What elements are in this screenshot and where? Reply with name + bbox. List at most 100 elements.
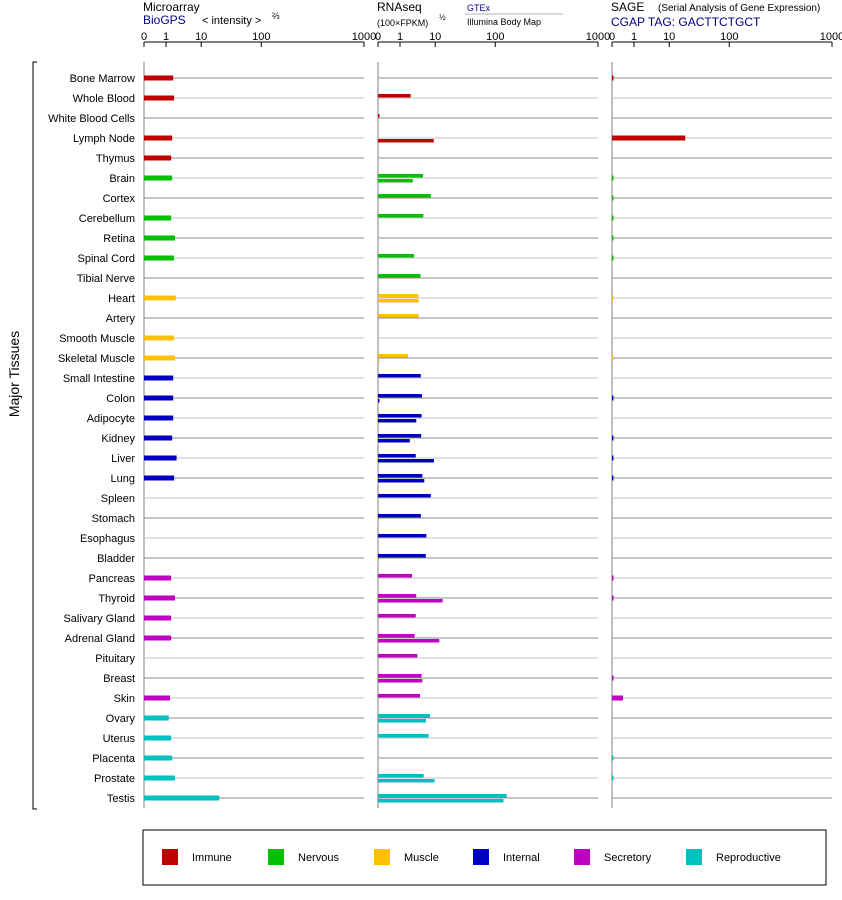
axis-tick-label: 100 <box>486 31 504 43</box>
bar <box>144 715 169 721</box>
bar <box>612 295 614 301</box>
tissue-label: Brain <box>109 173 135 185</box>
bar <box>612 595 614 601</box>
axis-tick-label: 1 <box>631 31 637 43</box>
tissue-label: Lymph Node <box>73 133 135 145</box>
bar <box>612 755 614 761</box>
microarray-unit: < intensity > <box>202 15 261 27</box>
axis-tick-label: 10 <box>663 31 675 43</box>
bar <box>378 139 434 143</box>
axis-tick-label: 100 <box>252 31 270 43</box>
bar <box>612 395 614 401</box>
axis-tick-label: 1 <box>397 31 403 43</box>
bar <box>378 459 434 463</box>
tissue-label: Breast <box>103 673 135 685</box>
bar <box>378 174 423 178</box>
sage-title: SAGE <box>611 0 644 14</box>
bar <box>612 255 614 261</box>
bar <box>144 635 172 641</box>
bar <box>378 674 422 678</box>
tissue-label: Skeletal Muscle <box>58 353 135 365</box>
bar <box>378 374 421 378</box>
microarray-source: BioGPS <box>143 13 186 27</box>
bar <box>144 475 175 481</box>
bar <box>378 514 421 518</box>
axis-tick-label: 0 <box>141 31 147 43</box>
axis-tick-label: 1000 <box>586 31 610 43</box>
tissue-label: Thymus <box>96 153 136 165</box>
tissue-label: Ovary <box>106 713 136 725</box>
bar <box>144 335 175 341</box>
bar <box>378 774 424 778</box>
bar <box>612 475 614 481</box>
tissue-label: Placenta <box>92 753 136 765</box>
bar <box>612 75 614 81</box>
tissue-label: Liver <box>111 453 135 465</box>
bar <box>378 299 419 303</box>
bar <box>378 614 416 618</box>
tissue-label: Uterus <box>103 733 136 745</box>
bar <box>144 395 174 401</box>
bar <box>144 95 175 101</box>
axis-tick-label: 1000 <box>820 31 842 43</box>
axis-tick-label: 0 <box>609 31 615 43</box>
rnaseq-panel: 0 1 10 100 1000 <box>375 31 610 808</box>
tissue-label: Retina <box>103 233 136 245</box>
bar <box>144 235 175 241</box>
tissue-label: Testis <box>107 793 136 805</box>
bar <box>378 214 424 218</box>
axis-tick-label: 0 <box>375 31 381 43</box>
tissue-label: Smooth Muscle <box>59 333 135 345</box>
bar <box>378 254 415 258</box>
rnaseq-source-gtex: GTEx <box>467 3 491 13</box>
bar <box>612 675 614 681</box>
legend-swatch <box>686 849 702 865</box>
rnaseq-unit: (100×FPKM) <box>377 18 428 28</box>
legend-swatch <box>374 849 390 865</box>
legend-label: Reproductive <box>716 852 781 864</box>
microarray-panel: 0 1 10 100 1000 <box>141 31 376 808</box>
bar <box>612 135 686 141</box>
rnaseq-source-ibm: Illumina Body Map <box>467 17 541 27</box>
bar <box>378 434 422 438</box>
legend-swatch <box>574 849 590 865</box>
tissue-label: Small Intestine <box>63 373 135 385</box>
tissue-label: Adrenal Gland <box>65 633 135 645</box>
bar <box>378 354 409 358</box>
bar <box>144 255 175 261</box>
bar <box>144 435 173 441</box>
tissue-label: Pituitary <box>95 653 135 665</box>
tissue-label: Kidney <box>101 433 135 445</box>
tissue-label: Bladder <box>97 553 135 565</box>
tissue-label: Whole Blood <box>73 93 135 105</box>
bar <box>378 654 418 658</box>
bar <box>612 455 614 461</box>
legend-label: Nervous <box>298 852 339 864</box>
tissue-label: Spinal Cord <box>78 253 135 265</box>
bar <box>378 574 413 578</box>
bar <box>144 575 172 581</box>
sage-tag: CGAP TAG: GACTTCTGCT <box>611 15 761 29</box>
bar <box>378 454 416 458</box>
tissue-label: Prostate <box>94 773 135 785</box>
bar <box>144 175 173 181</box>
tissue-label: Artery <box>106 313 136 325</box>
bar <box>612 195 614 201</box>
sage-subtitle: (Serial Analysis of Gene Expression) <box>658 3 820 14</box>
bar <box>612 355 614 361</box>
microarray-unit-exponent: ⅔ <box>272 11 280 21</box>
bar <box>378 419 417 423</box>
axis-tick-label: 10 <box>195 31 207 43</box>
tissue-label: Stomach <box>92 513 135 525</box>
legend-label: Secretory <box>604 852 652 864</box>
bar <box>378 179 413 183</box>
bar <box>378 399 380 403</box>
tissue-label: White Blood Cells <box>48 113 135 125</box>
bar <box>144 355 175 361</box>
bar <box>612 775 614 781</box>
tissue-label: Thyroid <box>98 593 135 605</box>
bar <box>378 274 421 278</box>
bar <box>144 455 177 461</box>
tissue-label: Bone Marrow <box>70 73 135 85</box>
